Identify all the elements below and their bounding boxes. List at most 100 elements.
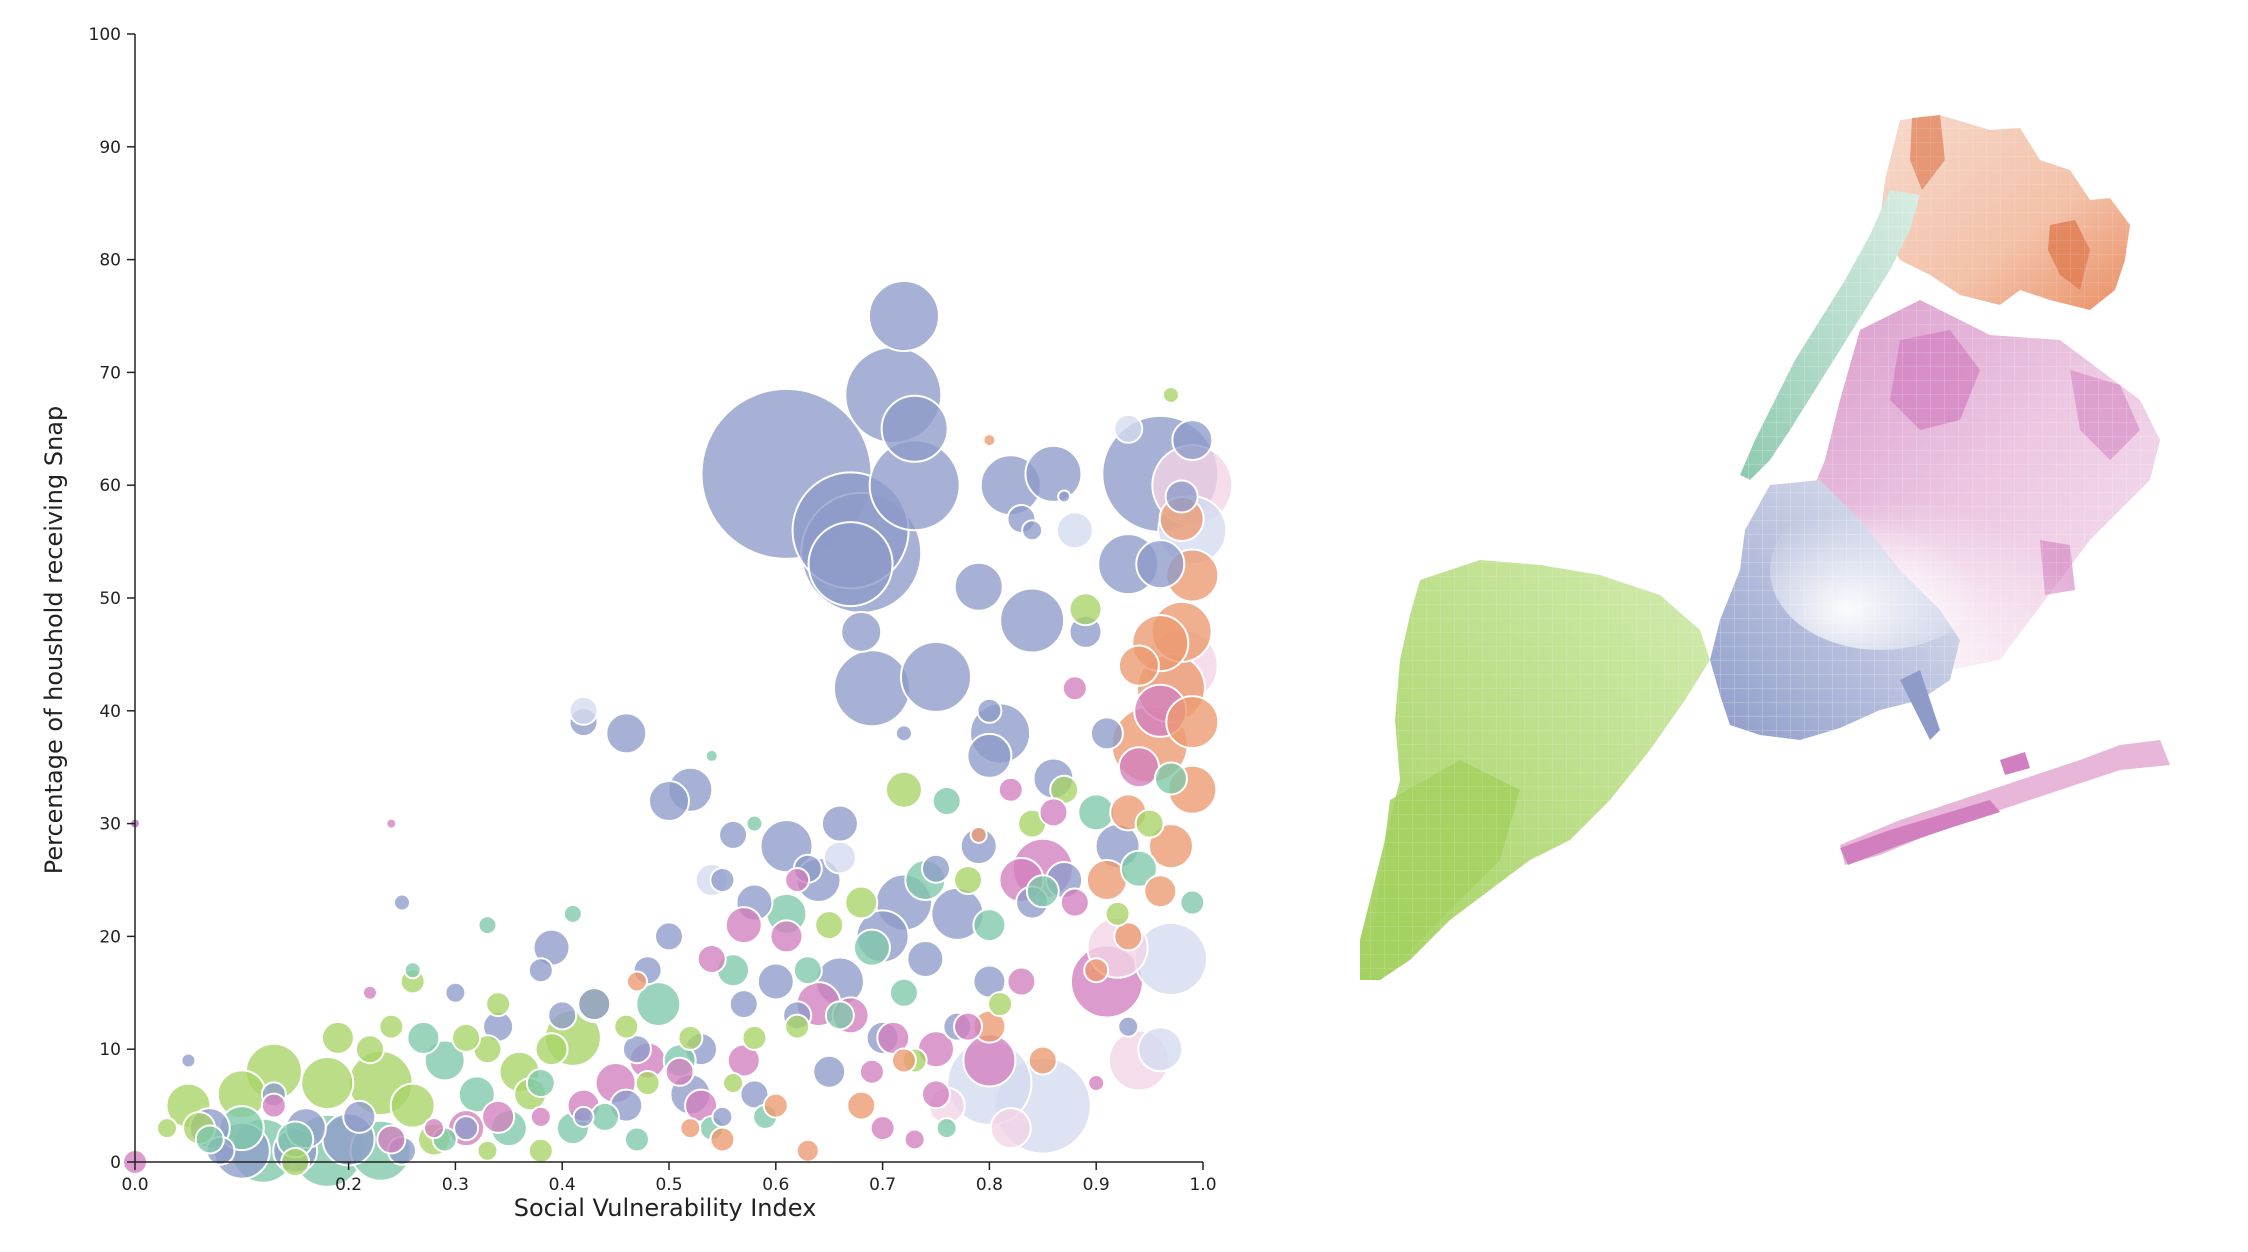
scatter-bubble	[453, 1115, 480, 1142]
scatter-bubble	[987, 991, 1014, 1018]
scatter-bubble	[342, 1099, 377, 1134]
scatter-bubble	[1117, 644, 1160, 687]
scatter-bubble	[852, 928, 891, 967]
scatter-bubble	[423, 1117, 446, 1140]
scatter-bubble	[376, 1124, 407, 1155]
scatter-bubble	[867, 280, 940, 352]
scatter-bubble	[403, 961, 422, 980]
scatter-bubble	[354, 1034, 385, 1065]
scatter-bubble	[722, 1072, 745, 1095]
scatter-bubble	[634, 1070, 661, 1097]
scatter-bubble	[385, 817, 398, 830]
x-tick-label: 0.0	[121, 1175, 148, 1195]
scatter-bubble	[1135, 539, 1186, 590]
scatter-bubble	[812, 1054, 847, 1089]
scatter-bubble	[1027, 1045, 1058, 1076]
scatter-bubble	[906, 939, 945, 978]
scatter-bubble	[389, 1082, 436, 1129]
scatter-bubble	[921, 853, 951, 884]
scatter-bubble	[900, 640, 972, 713]
scatter-bubble	[654, 921, 684, 952]
scatter-bubble	[1179, 889, 1206, 916]
scatter-bubble	[562, 903, 583, 924]
scatter-bubble	[858, 1058, 885, 1085]
y-tick-label: 10	[99, 1040, 121, 1060]
scatter-bubble	[605, 712, 648, 755]
scatter-bubble	[1083, 957, 1110, 984]
scatter-bubble	[1171, 419, 1214, 462]
scatter-bubble	[300, 1056, 355, 1111]
scatter-bubble	[180, 1052, 197, 1069]
scatter-bubble	[795, 1138, 820, 1163]
scatter-bubble	[477, 915, 498, 936]
x-tick-label: 0.6	[762, 1175, 789, 1195]
y-tick-label: 60	[99, 476, 121, 496]
y-tick-label: 0	[110, 1153, 121, 1173]
scatter-bubble	[931, 786, 962, 817]
y-tick-label: 90	[99, 138, 121, 158]
scatter-bubble	[393, 893, 411, 912]
scatter-bubble	[880, 394, 949, 463]
scatter-bubble	[648, 780, 690, 823]
scatter-bubble	[1137, 1026, 1184, 1073]
scatter-bubble	[1161, 385, 1180, 404]
scatter-bubble	[935, 1117, 958, 1140]
scatter-bubble	[1164, 479, 1199, 514]
scatter-bubble	[869, 1115, 896, 1142]
scatter-bubble	[972, 908, 1007, 943]
rockaway-dark-east	[2000, 752, 2030, 775]
scatter-bubble	[1068, 592, 1103, 627]
y-tick-label: 50	[99, 589, 121, 609]
scatter-bubble	[704, 748, 719, 763]
scatter-bubble	[756, 962, 795, 1001]
scatter-bubble	[476, 1139, 499, 1162]
x-tick-label: 0.4	[549, 1175, 576, 1195]
brooklyn-east-tip	[1900, 670, 1940, 740]
scatter-bubble	[589, 1101, 620, 1132]
scatter-bubble	[679, 1117, 702, 1140]
scatter-bubble	[894, 724, 913, 743]
staten-island-grid	[1360, 560, 1710, 980]
scatter-bubble	[485, 991, 512, 1018]
scatter-bubble	[696, 943, 727, 974]
scatter-bubble	[718, 819, 749, 850]
scatter-bubble	[260, 1092, 287, 1119]
x-tick-label: 0.7	[869, 1175, 896, 1195]
scatter-bubble	[709, 1126, 736, 1153]
scatter-bubble	[577, 987, 612, 1022]
scatter-bubble	[982, 433, 997, 448]
x-tick-label: 0.8	[976, 1175, 1003, 1195]
scatter-bubble	[406, 1020, 441, 1055]
scatter-bubble	[953, 1011, 984, 1042]
y-tick-label: 40	[99, 702, 121, 722]
scatter-bubble	[1104, 900, 1131, 927]
y-axis-ticks: 0 10 20 30 40 50 60 70 80 90 100	[89, 25, 135, 1173]
manhattan-grid	[1740, 190, 1920, 480]
scatter-bubble	[989, 1107, 1032, 1150]
scatter-bubble	[481, 1099, 516, 1134]
scatter-bubble	[903, 1128, 926, 1151]
scatter-bubble	[361, 984, 378, 1001]
scatter-bubble	[1057, 489, 1072, 504]
scatter-bubble	[824, 1000, 855, 1031]
scatter-bubble	[953, 561, 1004, 612]
scatter-bubble	[378, 1013, 405, 1040]
scatter-bubble	[1077, 793, 1116, 832]
scatter-bubble	[1061, 675, 1088, 702]
scatter-bubble	[953, 865, 984, 895]
scatter-bubble	[840, 610, 883, 653]
rockaway-dark	[1840, 800, 2000, 865]
scatter-bubble	[807, 521, 894, 608]
scatter-bubble	[1024, 444, 1083, 503]
scatter-bubble	[568, 695, 599, 726]
scatter-bubble	[1147, 823, 1194, 870]
x-axis-ticks: 0.0 0.2 0.3 0.4 0.5 0.6 0.7 0.8 0.9 1.0	[121, 1162, 1217, 1195]
x-tick-label: 0.3	[442, 1175, 469, 1195]
scatter-bubble	[745, 814, 764, 833]
scatter-bubble	[451, 1022, 482, 1053]
x-axis-title: Social Vulnerability Index	[514, 1194, 817, 1222]
scatter-bubble	[1117, 746, 1160, 789]
x-tick-label: 0.2	[335, 1175, 362, 1195]
scatter-bubble	[320, 1020, 355, 1055]
